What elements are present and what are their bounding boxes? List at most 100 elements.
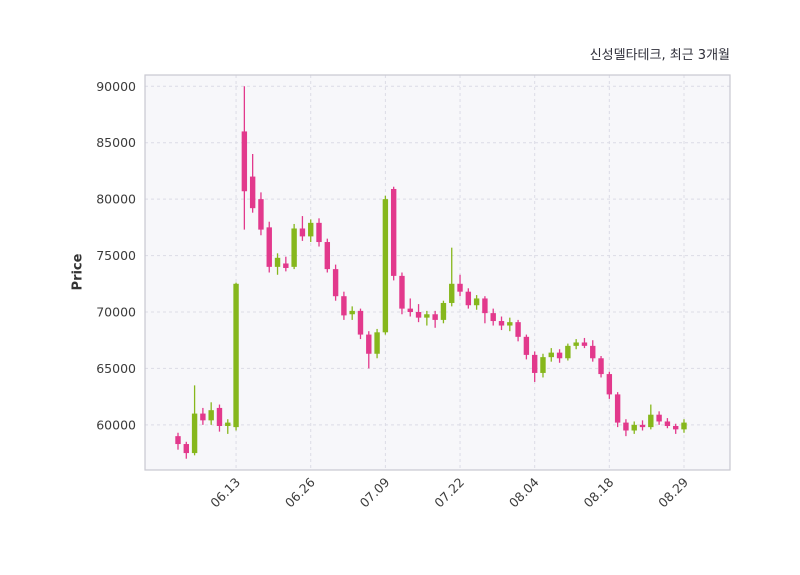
candle (175, 432, 181, 450)
candle (440, 300, 447, 324)
candle-body (407, 308, 413, 312)
candle (540, 353, 546, 378)
candle (407, 298, 413, 317)
candle-body (457, 283, 463, 292)
x-tick-label: 08.18 (581, 474, 617, 510)
candle-body (216, 407, 223, 426)
candle-body (631, 424, 637, 431)
candle-body (598, 358, 604, 375)
candle-body (208, 410, 214, 421)
candle (631, 421, 637, 434)
x-tick-label: 07.09 (357, 474, 393, 510)
candle (432, 310, 438, 328)
candle-body (415, 312, 422, 318)
candle-body (191, 413, 198, 454)
candle (191, 385, 198, 456)
y-tick-label: 65000 (96, 361, 136, 376)
candle (341, 291, 347, 320)
candle (498, 316, 505, 331)
candle-body (473, 298, 480, 306)
candle-body (449, 283, 455, 303)
candle (424, 310, 430, 326)
axes-border (144, 74, 731, 471)
candle (366, 331, 372, 369)
candle (590, 340, 596, 362)
plot-area (145, 75, 730, 470)
candle-body (664, 421, 671, 426)
candle (274, 253, 281, 275)
candle (556, 349, 563, 363)
candle-body (432, 314, 438, 320)
candle-body (556, 352, 563, 359)
candle (399, 272, 405, 315)
candle (606, 371, 613, 399)
candle (573, 339, 579, 350)
candle-body (523, 336, 530, 355)
y-tick-label: 85000 (96, 135, 136, 150)
candle (515, 319, 521, 342)
candle-body (274, 257, 281, 267)
candle-body (283, 263, 289, 268)
candle-body (200, 413, 206, 421)
candle (473, 295, 480, 310)
candle (208, 402, 214, 425)
candle (656, 411, 662, 425)
candle-body (349, 310, 355, 315)
y-tick-label: 80000 (96, 192, 136, 207)
candle-body (249, 176, 256, 209)
candle-body (316, 222, 322, 243)
candle (324, 238, 331, 273)
candle-body (515, 322, 521, 337)
y-tick-label: 60000 (96, 417, 136, 432)
candle-body (324, 242, 331, 270)
y-tick-labels: 60000 65000 70000 75000 80000 85000 90000 (96, 79, 136, 433)
candle (349, 306, 355, 320)
candle-body (390, 188, 397, 276)
candle-body (308, 222, 314, 237)
candle-body (366, 334, 372, 354)
x-tick-labels: 06.13 06.26 07.09 07.22 08.04 08.18 08.29 (207, 474, 691, 510)
candle-body (590, 345, 596, 359)
y-tick-label: 90000 (96, 79, 136, 94)
candles (175, 86, 687, 459)
candle (200, 407, 206, 425)
candle (299, 216, 306, 241)
candle (614, 392, 621, 428)
candle-body (507, 322, 513, 326)
y-tick-label: 75000 (96, 248, 136, 263)
candle (382, 195, 389, 335)
candle (225, 419, 231, 434)
candle-body (183, 444, 189, 454)
candle (565, 343, 571, 361)
candle (374, 328, 380, 359)
candle (673, 423, 679, 434)
candle (490, 308, 496, 326)
candle-body (258, 199, 264, 230)
candle-body (465, 291, 472, 306)
x-tick-label: 06.26 (282, 474, 318, 510)
candle-body (606, 374, 613, 395)
candle (531, 351, 538, 382)
candle-body (382, 199, 389, 333)
candle (623, 419, 629, 437)
candle (664, 418, 671, 429)
candle (457, 274, 463, 297)
candle (581, 337, 588, 349)
candle (523, 334, 530, 360)
candle-body (225, 422, 231, 426)
candle-body (424, 314, 430, 318)
candle (249, 154, 256, 213)
candle (357, 308, 364, 340)
candle-body (241, 131, 248, 192)
chart-title: 신성델타테크, 최근 3개월 (589, 48, 730, 63)
candle (266, 221, 272, 273)
candle (241, 86, 248, 230)
candle (233, 282, 239, 431)
candle (283, 256, 289, 272)
candle-body (656, 414, 662, 422)
candle (639, 420, 646, 431)
candle-body (233, 283, 239, 428)
candle (183, 441, 189, 459)
